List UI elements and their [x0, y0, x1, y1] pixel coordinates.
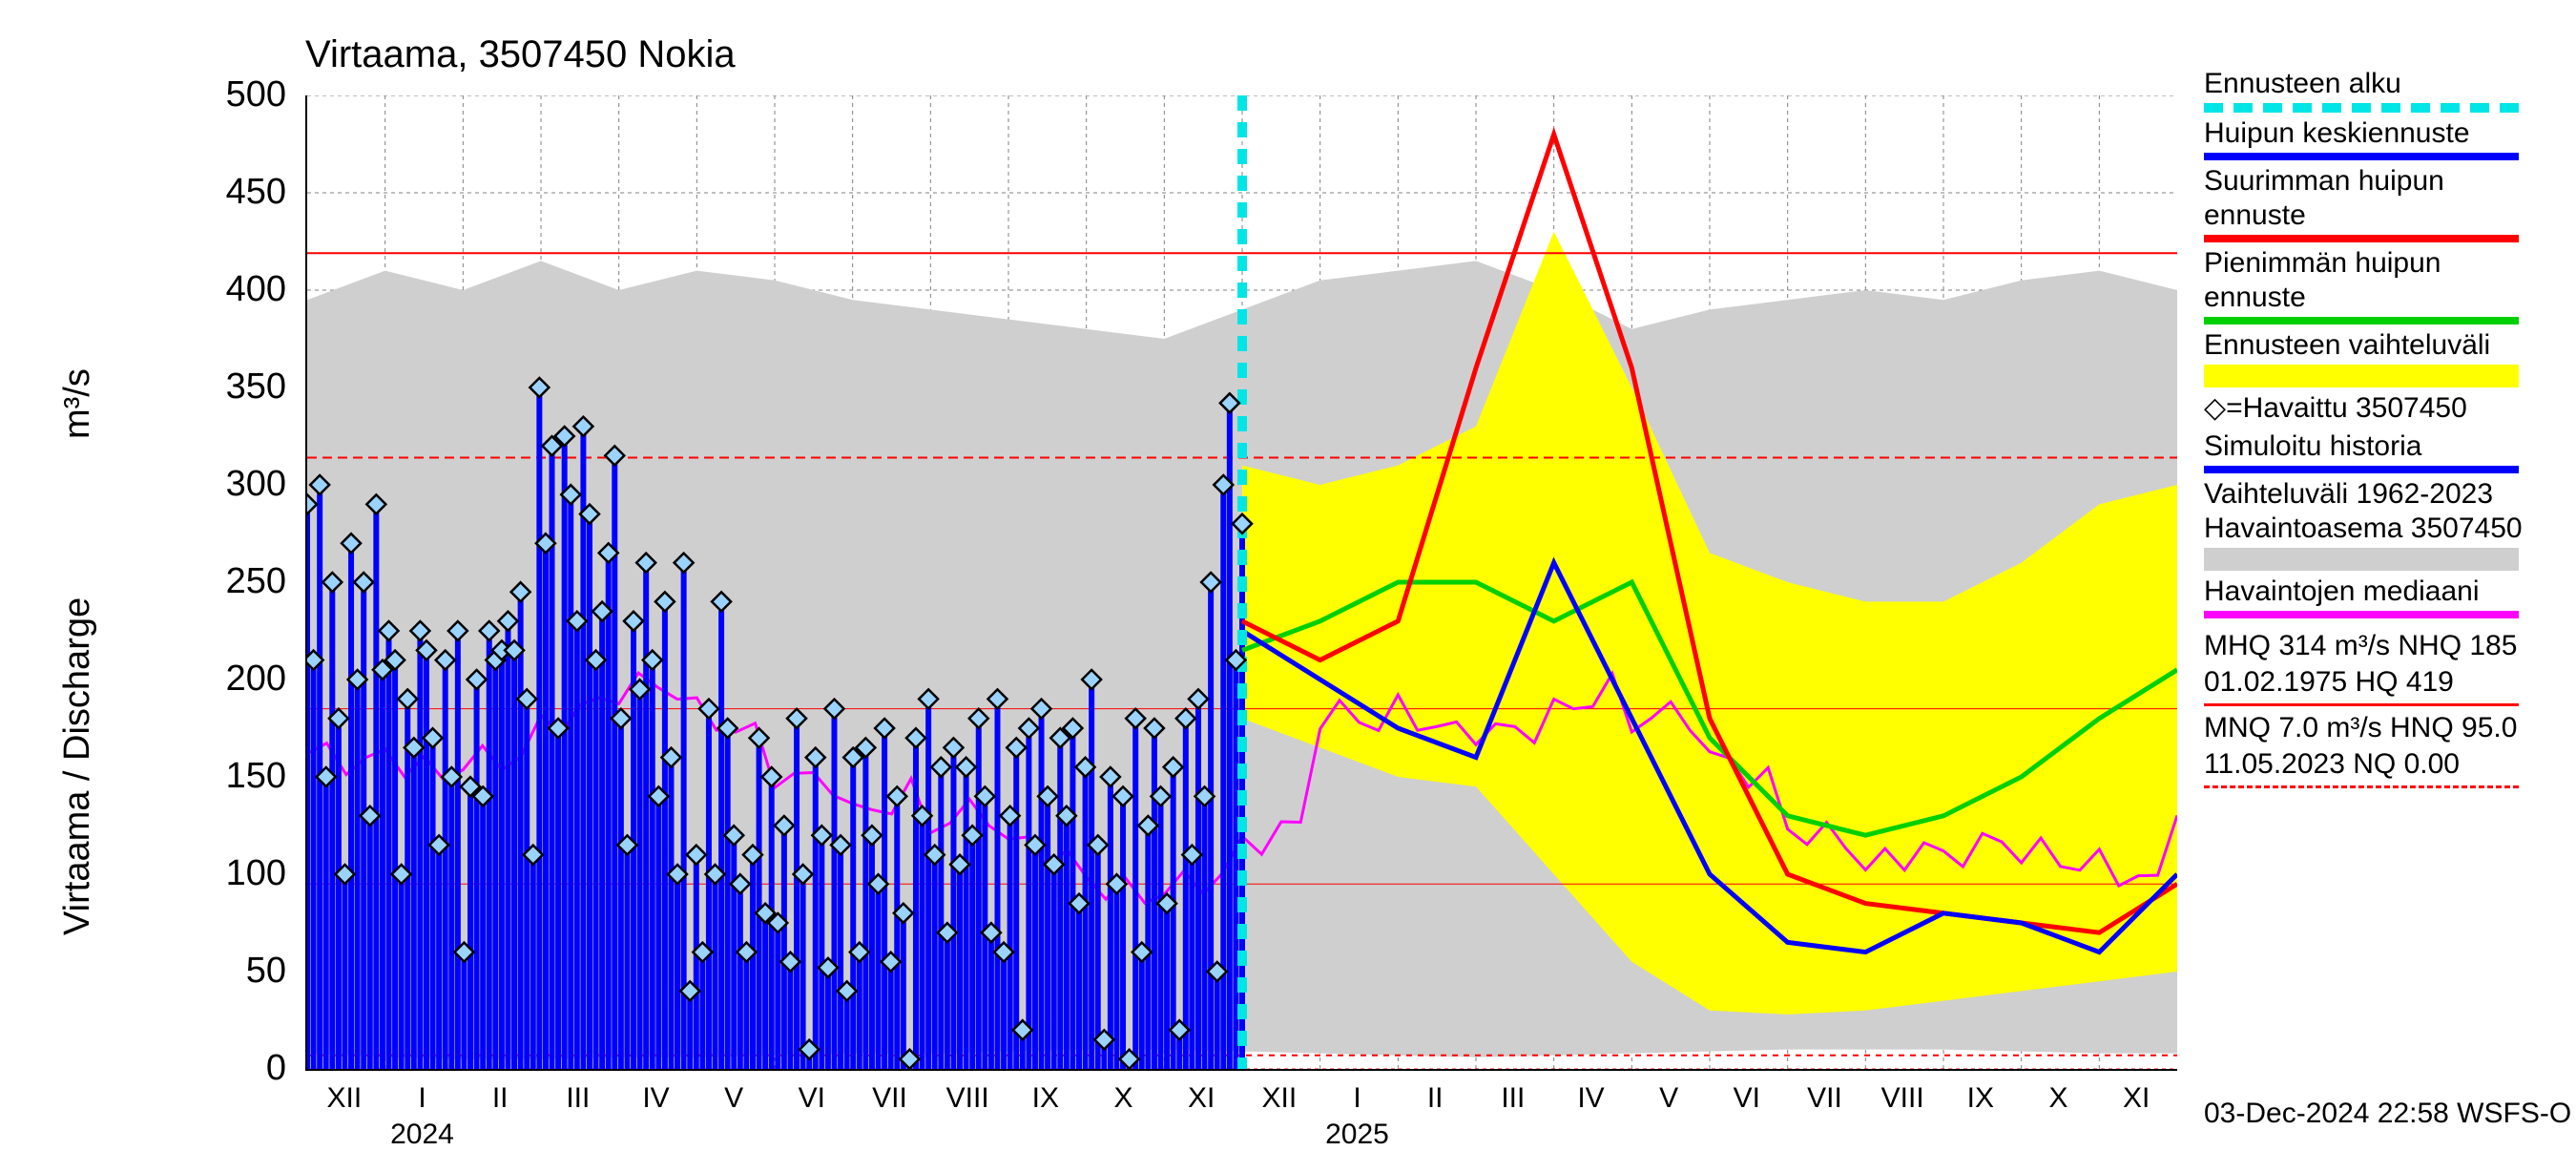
- stat-hq: 01.02.1975 HQ 419: [2204, 664, 2547, 701]
- x-tick-month: VII: [1807, 1082, 1842, 1115]
- y-tick: 200: [200, 659, 286, 700]
- x-tick-year: 2024: [390, 1119, 454, 1151]
- y-axis-label: Virtaama / Discharge: [57, 597, 98, 935]
- legend-label: Vaihteluväli 1962-2023 Havaintoasema 350…: [2204, 477, 2547, 546]
- legend-label: Ennusteen alku: [2204, 67, 2547, 101]
- stat-sep: [2204, 703, 2519, 706]
- y-tick: 50: [200, 951, 286, 992]
- legend-swatch: [2204, 611, 2519, 618]
- x-tick-month: X: [1113, 1082, 1132, 1115]
- x-tick-month: VI: [799, 1082, 825, 1115]
- x-tick-month: V: [1659, 1082, 1678, 1115]
- plot-svg: [307, 95, 2177, 1069]
- legend-label: Simuloitu historia: [2204, 429, 2547, 464]
- x-tick-month: XI: [1188, 1082, 1215, 1115]
- x-tick-month: VIII: [946, 1082, 989, 1115]
- y-tick: 150: [200, 756, 286, 797]
- x-tick-month: IX: [1967, 1082, 1994, 1115]
- stat-nq: 11.05.2023 NQ 0.00: [2204, 746, 2547, 783]
- legend-entry: Suurimman huipun ennuste: [2204, 164, 2547, 242]
- legend-swatch: [2204, 365, 2519, 387]
- legend-entry: Simuloitu historia: [2204, 429, 2547, 473]
- y-tick: 100: [200, 853, 286, 894]
- legend-label: Pienimmän huipun ennuste: [2204, 246, 2547, 315]
- x-tick-month: VI: [1734, 1082, 1760, 1115]
- legend-swatch: [2204, 317, 2519, 324]
- legend-entry: Pienimmän huipun ennuste: [2204, 246, 2547, 324]
- legend-swatch: [2204, 103, 2519, 113]
- y-tick: 450: [200, 172, 286, 213]
- stat-sep: [2204, 785, 2519, 788]
- legend-entry: Havaintojen mediaani: [2204, 575, 2547, 618]
- x-tick-month: VIII: [1881, 1082, 1924, 1115]
- x-tick-month: IV: [642, 1082, 669, 1115]
- x-tick-month: XII: [326, 1082, 362, 1115]
- legend-label: Suurimman huipun ennuste: [2204, 164, 2547, 233]
- legend-entry: Huipun keskiennuste: [2204, 116, 2547, 160]
- x-tick-month: I: [1353, 1082, 1361, 1115]
- plot-area: [305, 95, 2177, 1071]
- x-tick-month: XI: [2123, 1082, 2150, 1115]
- x-tick-month: IV: [1577, 1082, 1604, 1115]
- legend-entry: Ennusteen vaihteluväli: [2204, 328, 2547, 387]
- y-tick: 300: [200, 464, 286, 505]
- y-tick: 250: [200, 561, 286, 602]
- legend-entry: Vaihteluväli 1962-2023 Havaintoasema 350…: [2204, 477, 2547, 571]
- x-tick-month: XII: [1261, 1082, 1297, 1115]
- stat-mnq: MNQ 7.0 m³/s HNQ 95.0: [2204, 710, 2547, 746]
- y-tick: 500: [200, 74, 286, 115]
- legend: Ennusteen alku Huipun keskiennuste Suurimm…: [2204, 67, 2547, 792]
- y-tick: 0: [200, 1048, 286, 1089]
- chart-title: Virtaama, 3507450 Nokia: [305, 33, 736, 76]
- x-tick-month: II: [1427, 1082, 1444, 1115]
- legend-label: ◇=Havaittu 3507450: [2204, 391, 2547, 426]
- y-tick: 350: [200, 366, 286, 408]
- x-tick-month: II: [492, 1082, 509, 1115]
- x-tick-month: V: [724, 1082, 743, 1115]
- legend-swatch: [2204, 466, 2519, 473]
- x-tick-month: IX: [1032, 1082, 1059, 1115]
- x-tick-year: 2025: [1325, 1119, 1389, 1151]
- x-tick-month: III: [1501, 1082, 1525, 1115]
- legend-label: Ennusteen vaihteluväli: [2204, 328, 2547, 363]
- timestamp-footer: 03-Dec-2024 22:58 WSFS-O: [2204, 1098, 2571, 1130]
- legend-entry: ◇=Havaittu 3507450: [2204, 391, 2547, 426]
- y-tick: 400: [200, 269, 286, 310]
- chart-container: Virtaama, 3507450 Nokia Virtaama / Disch…: [0, 0, 2576, 1145]
- legend-entry: Ennusteen alku: [2204, 67, 2547, 113]
- legend-swatch: [2204, 153, 2519, 160]
- x-tick-month: I: [418, 1082, 426, 1115]
- x-tick-month: VII: [872, 1082, 907, 1115]
- x-tick-month: III: [566, 1082, 590, 1115]
- y-axis-unit: m³/s: [57, 368, 98, 439]
- legend-label: Havaintojen mediaani: [2204, 575, 2547, 609]
- legend-label: Huipun keskiennuste: [2204, 116, 2547, 151]
- x-tick-month: X: [2048, 1082, 2067, 1115]
- stat-mhq: MHQ 314 m³/s NHQ 185: [2204, 628, 2547, 664]
- legend-swatch: [2204, 548, 2519, 571]
- legend-swatch: [2204, 235, 2519, 242]
- stats-block: MHQ 314 m³/s NHQ 18501.02.1975 HQ 419 MNQ…: [2204, 628, 2547, 788]
